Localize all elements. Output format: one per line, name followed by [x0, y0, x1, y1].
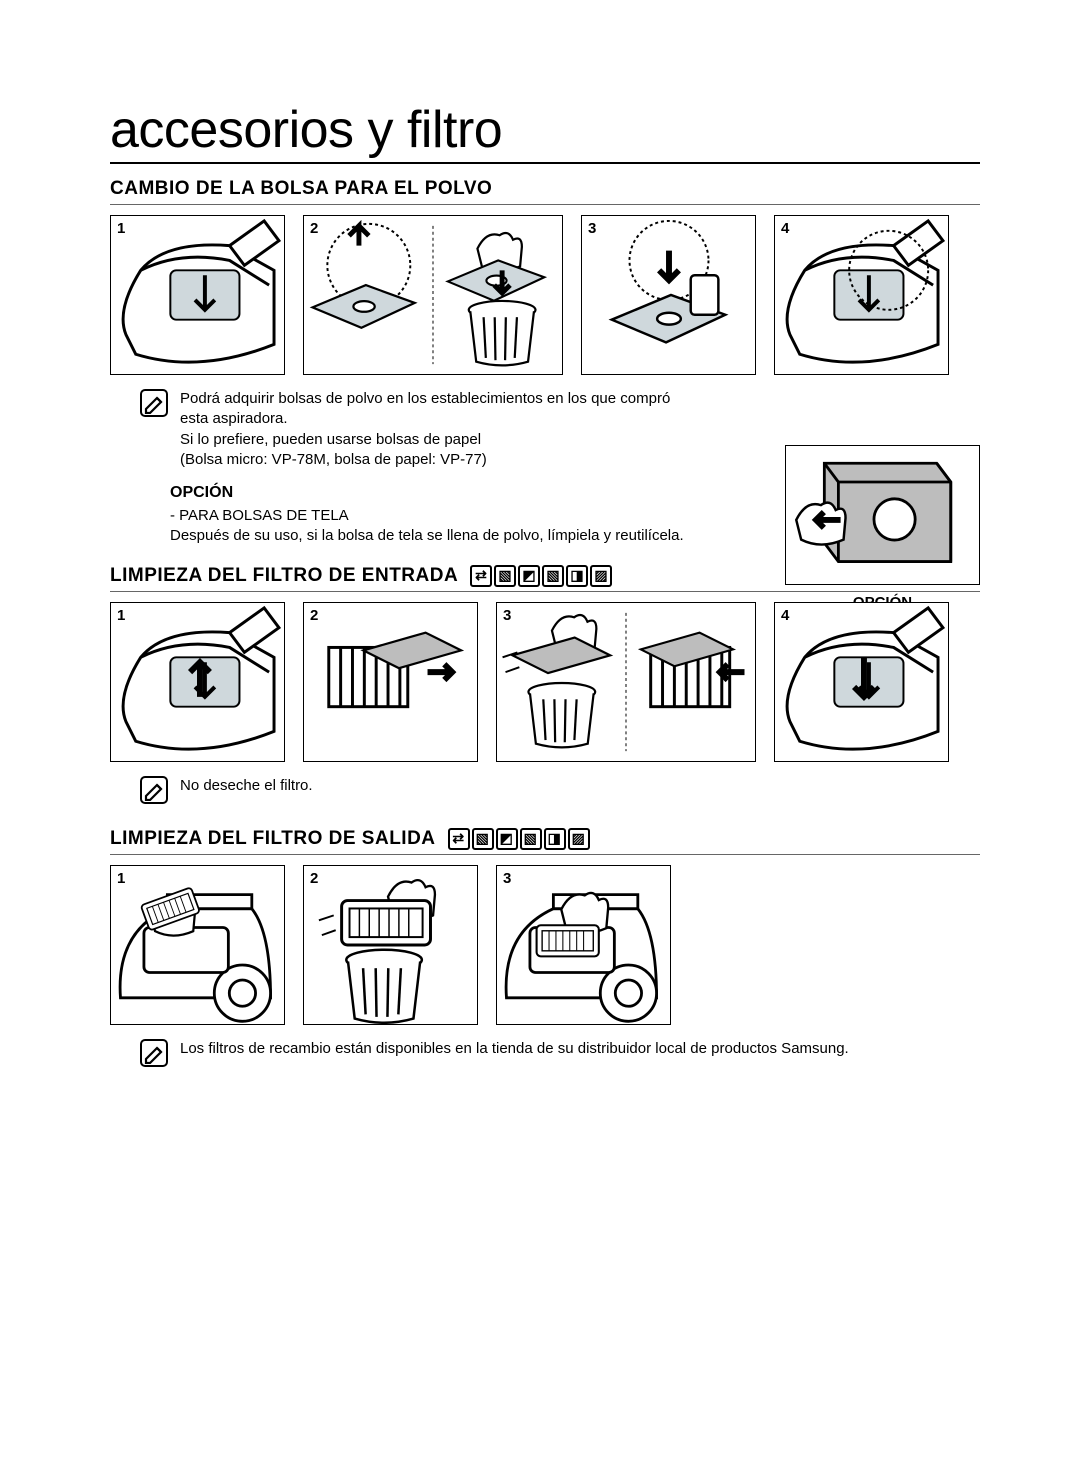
dustbag-step-2: 2 — [303, 215, 563, 375]
symbol-icon: ▧ — [494, 565, 516, 587]
step-number: 3 — [503, 607, 511, 624]
symbol-icon: ◨ — [544, 828, 566, 850]
option-subheading: - PARA BOLSAS DE TELA — [170, 506, 690, 526]
symbol-icon: ◩ — [518, 565, 540, 587]
outlet-steps: 1 2 3 — [110, 865, 980, 1025]
outlet-step-1: 1 — [110, 865, 285, 1025]
outlet-note: Los filtros de recambio están disponible… — [140, 1039, 980, 1067]
inlet-steps: 1 2 3 4 — [110, 602, 980, 762]
option-body: Después de su uso, si la bolsa de tela s… — [170, 526, 690, 546]
symbol-icon: ◨ — [566, 565, 588, 587]
note-text: Los filtros de recambio están disponible… — [180, 1039, 849, 1067]
note-icon — [140, 1039, 168, 1067]
symbol-icon: ▧ — [542, 565, 564, 587]
note-icon — [140, 389, 168, 417]
outlet-step-2: 2 — [303, 865, 478, 1025]
heading-text: LIMPIEZA DEL FILTRO DE ENTRADA — [110, 565, 458, 587]
symbol-icon: ▨ — [590, 565, 612, 587]
dustbag-step-3: 3 — [581, 215, 756, 375]
heading-text: LIMPIEZA DEL FILTRO DE SALIDA — [110, 828, 436, 850]
symbol-icon: ▧ — [520, 828, 542, 850]
step-number: 1 — [117, 220, 125, 237]
dustbag-step-1: 1 — [110, 215, 285, 375]
inlet-step-4: 4 — [774, 602, 949, 762]
symbol-icon: ▧ — [472, 828, 494, 850]
step-number: 2 — [310, 220, 318, 237]
step-number: 4 — [781, 607, 789, 624]
note-icon — [140, 776, 168, 804]
note-text: No deseche el filtro. — [180, 776, 313, 804]
step-number: 4 — [781, 220, 789, 237]
section-heading-outlet: LIMPIEZA DEL FILTRO DE SALIDA ⇄ ▧ ◩ ▧ ◨ … — [110, 828, 980, 855]
inlet-step-1: 1 — [110, 602, 285, 762]
dustbag-steps: 1 2 3 4 — [110, 215, 980, 375]
step-number: 2 — [310, 870, 318, 887]
page-title: accesorios y filtro — [110, 100, 980, 164]
symbol-icon: ⇄ — [448, 828, 470, 850]
symbol-icon: ⇄ — [470, 565, 492, 587]
symbol-icon: ▨ — [568, 828, 590, 850]
inlet-step-2: 2 — [303, 602, 478, 762]
heading-symbol-row: ⇄ ▧ ◩ ▧ ◨ ▨ — [448, 828, 590, 850]
heading-text: CAMBIO DE LA BOLSA PARA EL POLVO — [110, 178, 492, 200]
heading-symbol-row: ⇄ ▧ ◩ ▧ ◨ ▨ — [470, 565, 612, 587]
dustbag-step-4: 4 — [774, 215, 949, 375]
symbol-icon: ◩ — [496, 828, 518, 850]
note-text: Podrá adquirir bolsas de polvo en los es… — [180, 389, 690, 470]
outlet-step-3: 3 — [496, 865, 671, 1025]
step-number: 3 — [503, 870, 511, 887]
inlet-step-3: 3 — [496, 602, 756, 762]
section-heading-dustbag: CAMBIO DE LA BOLSA PARA EL POLVO — [110, 178, 980, 205]
option-float: OPCIÓN — [785, 445, 980, 611]
step-number: 1 — [117, 607, 125, 624]
step-number: 2 — [310, 607, 318, 624]
inlet-note: No deseche el filtro. — [140, 776, 980, 804]
step-number: 3 — [588, 220, 596, 237]
step-number: 1 — [117, 870, 125, 887]
